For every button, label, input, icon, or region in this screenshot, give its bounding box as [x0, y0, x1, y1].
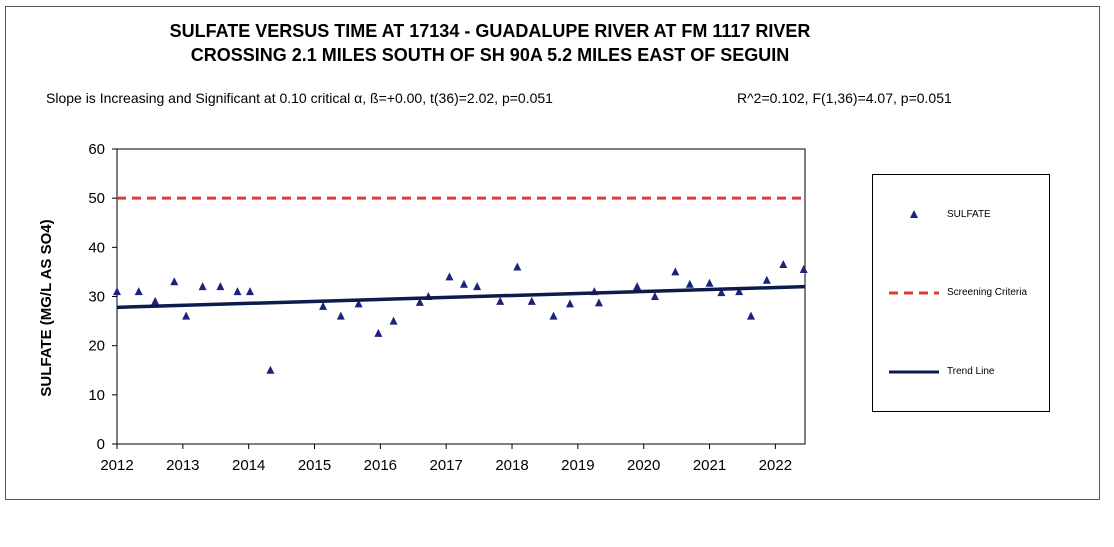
sulfate-data-point: [762, 275, 771, 284]
legend-label-screening-criteria: Screening Criteria: [947, 287, 1028, 298]
sulfate-data-point: [513, 262, 522, 271]
sulfate-data-point: [496, 296, 505, 305]
x-tick-label: 2019: [561, 457, 594, 474]
sulfate-data-point: [527, 296, 536, 305]
legend: SULFATE Screening Criteria Trend Line: [872, 174, 1050, 412]
y-tick-label: 60: [88, 141, 105, 158]
sulfate-data-point: [170, 277, 179, 286]
sulfate-data-point: [747, 311, 756, 320]
sulfate-data-point: [319, 301, 328, 310]
sulfate-data-point: [671, 267, 680, 276]
chart-title-line-2: CROSSING 2.1 MILES SOUTH OF SH 90A 5.2 M…: [190, 45, 790, 65]
sulfate-data-point: [245, 287, 254, 296]
sulfate-data-point: [354, 299, 363, 308]
x-tick-label: 2016: [364, 457, 397, 474]
sulfate-data-point: [565, 299, 574, 308]
trend-line: [116, 284, 806, 310]
sulfate-data-point: [134, 287, 143, 296]
sulfate-data-point: [182, 311, 191, 320]
sulfate-data-point: [685, 279, 694, 288]
x-tick-label: 2013: [166, 457, 199, 474]
x-tick-label: 2018: [495, 457, 528, 474]
sulfate-data-point: [198, 282, 207, 291]
y-tick-label: 40: [88, 239, 105, 256]
sulfate-data-point: [445, 272, 454, 281]
y-tick-label: 0: [97, 436, 105, 453]
legend-symbols: [889, 210, 939, 374]
trend-statistics: Slope is Increasing and Significant at 0…: [46, 90, 553, 106]
y-tick-label: 20: [88, 338, 105, 355]
y-tick-label: 10: [88, 387, 105, 404]
sulfate-data-point: [216, 282, 225, 291]
sulfate-data-point: [266, 365, 275, 374]
sulfate-data-point: [650, 292, 659, 300]
x-tick-label: 2014: [232, 457, 265, 474]
sulfate-data-point: [336, 311, 345, 320]
sulfate-data-point: [705, 278, 714, 287]
x-tick-label: 2021: [693, 457, 726, 474]
sulfate-data-point: [473, 282, 482, 291]
sulfate-data-point: [415, 297, 424, 306]
sulfate-data-point: [717, 288, 726, 297]
sulfate-data-point: [594, 298, 603, 307]
x-tick-label: 2015: [298, 457, 331, 474]
sulfate-data-point: [735, 287, 744, 296]
sulfate-data-point: [374, 328, 383, 337]
sulfate-data-point: [113, 287, 121, 296]
y-tick-label: 50: [88, 190, 105, 207]
sulfate-data-point: [549, 311, 558, 320]
y-tick-label: 30: [88, 289, 105, 306]
sulfate-data-point: [389, 316, 398, 325]
sulfate-data-point: [151, 296, 160, 305]
sulfate-data-point: [233, 287, 242, 296]
x-tick-label: 2022: [759, 457, 792, 474]
chart-title-line-1: SULFATE VERSUS TIME AT 17134 - GUADALUPE…: [169, 21, 811, 41]
x-tick-label: 2020: [627, 457, 660, 474]
sulfate-data-point: [799, 264, 808, 273]
sulfate-data-point: [779, 260, 788, 269]
regression-statistics: R^2=0.102, F(1,36)=4.07, p=0.051: [737, 90, 952, 106]
x-tick-label: 2017: [429, 457, 462, 474]
legend-label-trend-line: Trend Line: [947, 366, 995, 377]
legend-sulfate-marker: [910, 210, 918, 218]
legend-label-sulfate: SULFATE: [947, 209, 991, 220]
sulfate-data-point: [633, 282, 642, 291]
sulfate-data-point: [459, 279, 468, 288]
x-tick-label: 2012: [100, 457, 133, 474]
